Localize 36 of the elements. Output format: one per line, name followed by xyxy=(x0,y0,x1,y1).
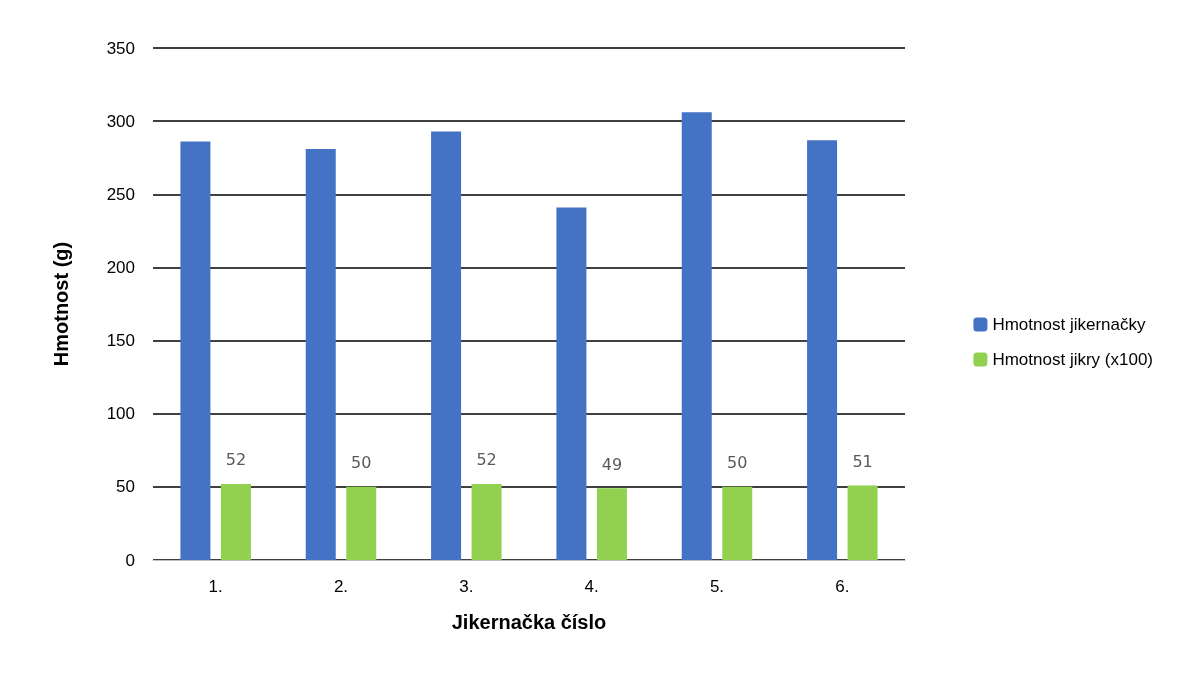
y-tick-label: 350 xyxy=(106,38,135,58)
legend-label: Hmotnost jikernačky xyxy=(992,315,1146,334)
y-tick-label: 100 xyxy=(106,404,135,424)
bar xyxy=(346,486,377,560)
x-tick-label: 1. xyxy=(208,577,223,596)
bar xyxy=(807,140,838,560)
bar xyxy=(471,483,502,560)
y-tick-label: 300 xyxy=(106,111,135,131)
data-label: 52 xyxy=(225,450,247,470)
x-tick-label: 5. xyxy=(709,577,725,596)
x-axis-title: Jikernačka číslo xyxy=(451,611,607,633)
data-label: 52 xyxy=(476,450,497,470)
bar xyxy=(847,485,878,560)
data-label: 49 xyxy=(601,454,623,474)
y-tick-label: 50 xyxy=(116,477,135,497)
bar xyxy=(681,112,712,560)
bar xyxy=(556,207,587,560)
bar xyxy=(431,131,462,560)
bar xyxy=(180,141,211,560)
data-label: 51 xyxy=(852,451,873,471)
bar xyxy=(596,488,627,560)
y-tick-label: 150 xyxy=(106,331,135,351)
x-tick-label: 3. xyxy=(459,577,474,596)
bar xyxy=(722,486,753,560)
x-tick-label: 2. xyxy=(333,577,349,596)
y-tick-label: 0 xyxy=(125,550,135,570)
bar xyxy=(305,148,336,560)
y-axis-title: Hmotnost (g) xyxy=(50,241,72,367)
bar xyxy=(220,483,251,560)
y-tick-label: 250 xyxy=(106,184,135,204)
x-tick-label: 6. xyxy=(835,577,850,596)
legend-label: Hmotnost jikry (x100) xyxy=(992,350,1154,369)
y-tick-label: 200 xyxy=(106,257,135,277)
data-label: 50 xyxy=(727,453,748,473)
data-label: 50 xyxy=(351,453,372,473)
x-tick-label: 4. xyxy=(584,577,599,596)
